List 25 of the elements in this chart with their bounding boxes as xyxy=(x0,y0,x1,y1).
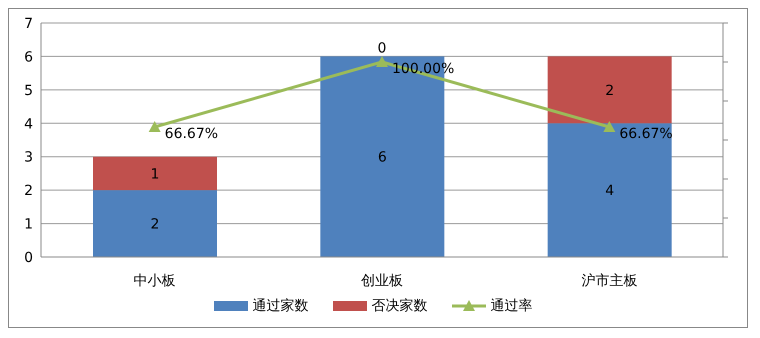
y-tick-label: 4 xyxy=(24,116,34,132)
y-tick-label: 6 xyxy=(24,49,34,66)
y-tick-label: 7 xyxy=(24,16,33,32)
x-tick-label: 创业板 xyxy=(361,272,403,289)
x-tick-label: 中小板 xyxy=(134,272,176,289)
y-tick-label: 0 xyxy=(24,250,33,266)
data-label: 2 xyxy=(605,82,614,99)
bar xyxy=(548,123,672,257)
bar xyxy=(548,56,672,124)
y-tick-label: 3 xyxy=(24,150,33,166)
bar xyxy=(93,156,217,190)
data-label: 0 xyxy=(378,40,386,56)
y-tick-label: 1 xyxy=(24,216,33,233)
data-label: 66.67% xyxy=(164,126,218,142)
data-label: 1 xyxy=(150,166,160,182)
legend-label: 否决家数 xyxy=(372,297,428,315)
legend-label: 通过家数 xyxy=(252,297,308,315)
data-label: 4 xyxy=(605,183,614,200)
legend-label: 通过率 xyxy=(490,297,532,315)
y-tick-label: 2 xyxy=(24,183,33,200)
data-label: 6 xyxy=(378,150,387,166)
data-label: 2 xyxy=(150,216,160,233)
y-tick-label: 5 xyxy=(24,82,33,99)
bar xyxy=(93,190,217,257)
x-tick-label: 沪市主板 xyxy=(581,272,638,289)
